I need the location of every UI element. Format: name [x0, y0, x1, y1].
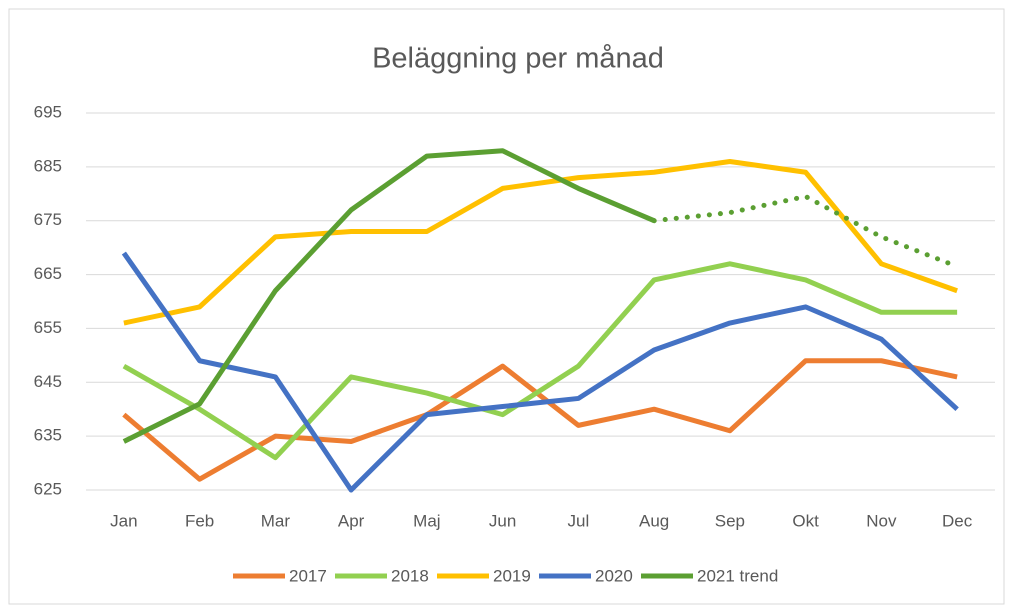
- y-tick-label: 685: [34, 156, 62, 175]
- x-tick-label: Jun: [489, 511, 516, 530]
- legend-label: 2017: [289, 566, 327, 585]
- series-line: [122, 358, 958, 482]
- series-trend-line: [651, 193, 960, 269]
- x-tick-label: Aug: [639, 511, 669, 530]
- x-tick-label: Jan: [110, 511, 137, 530]
- x-tick-label: Mar: [261, 511, 291, 530]
- series-line: [122, 148, 656, 444]
- y-tick-label: 695: [34, 102, 62, 121]
- legend-label: 2021 trend: [697, 566, 778, 585]
- y-tick-label: 625: [34, 479, 62, 498]
- series-line: [123, 158, 958, 326]
- chart-title: Beläggning per månad: [372, 43, 664, 75]
- x-tick-label: Nov: [866, 511, 897, 530]
- x-tick-label: Okt: [792, 511, 819, 530]
- series-line: [122, 261, 958, 461]
- x-tick-label: Maj: [413, 511, 440, 530]
- legend-label: 2018: [391, 566, 429, 585]
- series-line: [121, 251, 959, 493]
- legend-label: 2019: [493, 566, 531, 585]
- x-tick-label: Apr: [338, 511, 365, 530]
- legend-label: 2020: [595, 566, 633, 585]
- x-tick-label: Feb: [185, 511, 214, 530]
- y-tick-label: 675: [34, 210, 62, 229]
- x-tick-label: Sep: [715, 511, 745, 530]
- x-tick-label: Dec: [942, 511, 973, 530]
- x-tick-label: Jul: [568, 511, 590, 530]
- y-tick-label: 655: [34, 318, 62, 337]
- chart-frame: [8, 8, 1005, 605]
- y-tick-label: 665: [34, 264, 62, 283]
- y-tick-label: 635: [34, 426, 62, 445]
- y-tick-label: 645: [34, 372, 62, 391]
